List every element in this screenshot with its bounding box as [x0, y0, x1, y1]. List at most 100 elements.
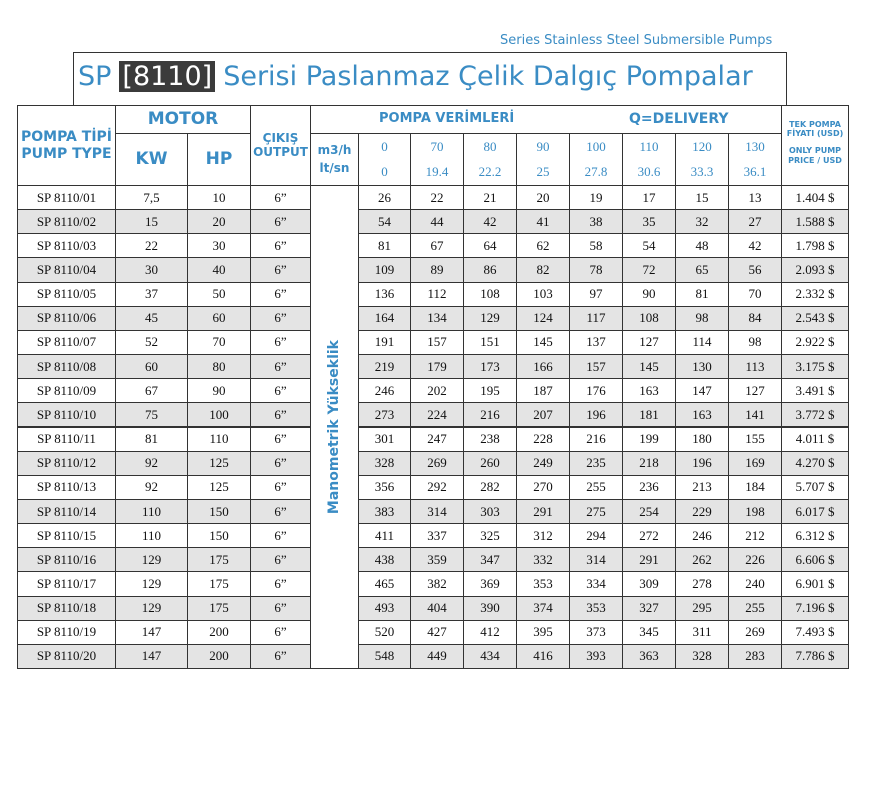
value: 48: [675, 233, 729, 259]
delivery-label: Q=DELIVERY: [629, 111, 729, 127]
value: 6”: [250, 305, 311, 331]
title-text: Serisi Paslanmaz Çelik Dalgıç Pompalar: [223, 61, 753, 92]
value: 6”: [250, 643, 311, 669]
pump-type: SP 8110/08: [17, 354, 116, 380]
value: 278: [675, 571, 729, 597]
price: 1.404 $: [781, 185, 849, 211]
value: 270: [516, 474, 570, 500]
flow-lts: 19.4: [425, 164, 449, 180]
value: 78: [569, 257, 623, 283]
value: 311: [675, 619, 729, 645]
value: 84: [728, 305, 782, 331]
value: 60: [187, 305, 251, 331]
value: 110: [115, 523, 188, 549]
value: 235: [569, 450, 623, 476]
value: 134: [410, 305, 464, 331]
pump-type-header: POMPA TİPİ PUMP TYPE: [17, 105, 116, 186]
value: 6”: [250, 257, 311, 283]
value: 157: [410, 329, 464, 356]
pump-type: SP 8110/09: [17, 378, 116, 404]
units-header: m3/h lt/sn: [310, 133, 359, 186]
value: 328: [675, 643, 729, 669]
price: 4.270 $: [781, 450, 849, 476]
flow-m3h: 130: [745, 138, 765, 154]
value: 21: [463, 185, 517, 211]
pump-type: SP 8110/06: [17, 305, 116, 331]
pump-type: SP 8110/19: [17, 619, 116, 645]
value: 32: [675, 209, 729, 235]
value: 82: [516, 257, 570, 283]
header-line: OUTPUT: [253, 144, 308, 159]
value: 64: [463, 233, 517, 259]
value: 145: [622, 354, 676, 380]
value: 92: [115, 474, 188, 500]
price: 2.332 $: [781, 281, 849, 307]
value: 30: [115, 257, 188, 283]
flow-lts: 36.1: [743, 164, 767, 180]
value: 112: [410, 281, 464, 307]
value: 41: [516, 209, 570, 235]
value: 254: [622, 498, 676, 525]
value: 449: [410, 643, 464, 669]
value: 6”: [250, 281, 311, 307]
value: 110: [115, 498, 188, 525]
pump-type: SP 8110/15: [17, 523, 116, 549]
value: 294: [569, 523, 623, 549]
price: 2.543 $: [781, 305, 849, 331]
value: 147: [675, 378, 729, 404]
value: 219: [358, 354, 411, 380]
value: 155: [728, 426, 782, 452]
value: 67: [410, 233, 464, 259]
value: 137: [569, 329, 623, 356]
price: 6.901 $: [781, 571, 849, 597]
flow-header: 120 33.3: [675, 133, 729, 186]
value: 353: [569, 595, 623, 621]
pump-type: SP 8110/05: [17, 281, 116, 307]
value: 26: [358, 185, 411, 211]
value: 13: [728, 185, 782, 211]
value: 383: [358, 498, 411, 525]
value: 228: [516, 426, 570, 452]
title-box: SP [8110] Serisi Paslanmaz Çelik Dalgıç …: [73, 52, 787, 106]
value: 22: [115, 233, 188, 259]
price-line: PRICE / USD: [788, 155, 842, 165]
value: 70: [187, 329, 251, 356]
title-prefix: SP: [78, 61, 112, 92]
value: 262: [675, 547, 729, 573]
value: 207: [516, 402, 570, 428]
value: 548: [358, 643, 411, 669]
price: 7.786 $: [781, 643, 849, 669]
value: 86: [463, 257, 517, 283]
flow-m3h: 120: [692, 138, 712, 154]
pump-type: SP 8110/18: [17, 595, 116, 621]
price: 3.772 $: [781, 402, 849, 428]
title: SP [8110] Serisi Paslanmaz Çelik Dalgıç …: [78, 61, 753, 92]
subtitle: Series Stainless Steel Submersible Pumps: [500, 33, 773, 48]
performance-label: POMPA VERİMLERİ: [379, 111, 515, 126]
value: 72: [622, 257, 676, 283]
motor-header: MOTOR: [115, 105, 251, 134]
value: 127: [622, 329, 676, 356]
value: 247: [410, 426, 464, 452]
value: 20: [516, 185, 570, 211]
flow-lts: 30.6: [637, 164, 661, 180]
value: 200: [187, 643, 251, 669]
price-header: TEK POMPA FİYATI (USD) ONLY PUMP PRICE / US…: [781, 105, 849, 186]
value: 246: [358, 378, 411, 404]
pump-type: SP 8110/11: [17, 426, 116, 452]
value: 130: [675, 354, 729, 380]
value: 314: [569, 547, 623, 573]
value: 373: [569, 619, 623, 645]
value: 52: [115, 329, 188, 356]
value: 180: [675, 426, 729, 452]
unit-label: lt/sn: [319, 160, 350, 175]
value: 45: [115, 305, 188, 331]
value: 150: [187, 523, 251, 549]
flow-header: 90 25: [516, 133, 570, 186]
value: 38: [569, 209, 623, 235]
pump-type: SP 8110/20: [17, 643, 116, 669]
value: 54: [622, 233, 676, 259]
value: 434: [463, 643, 517, 669]
value: 283: [728, 643, 782, 669]
